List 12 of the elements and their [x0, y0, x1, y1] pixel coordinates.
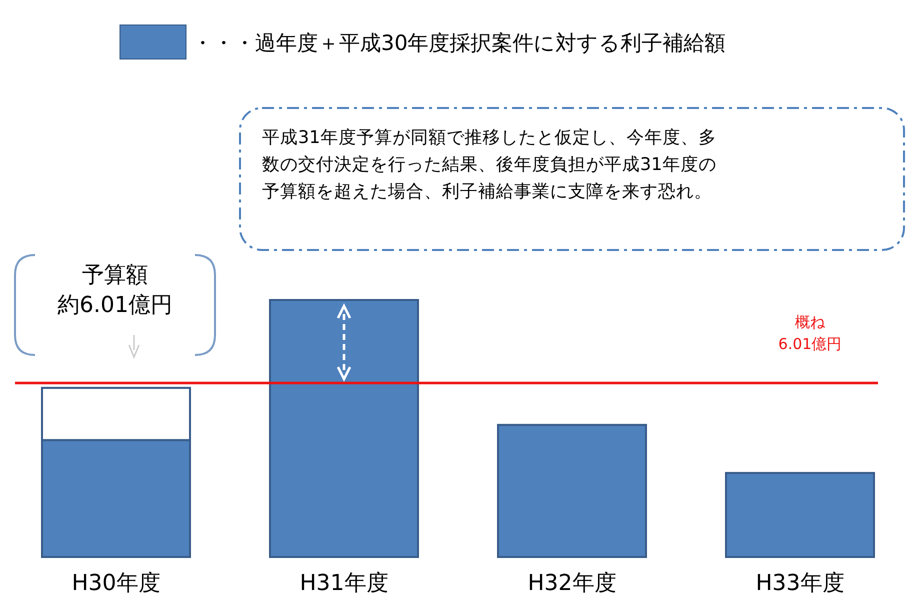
bar — [269, 299, 419, 558]
x-tick-label: H32年度 — [528, 571, 616, 596]
annotation: 約6.01億円 — [58, 293, 172, 318]
x-tick-label: H33年度 — [756, 571, 844, 596]
bar — [497, 424, 647, 558]
text: 予算額 — [82, 263, 148, 288]
bar — [725, 472, 875, 558]
ref-line-label: 概ね 6.01億円 — [778, 313, 842, 354]
text: 平成31年度予算が同額で推移したと仮定し、今年度、多数の交付決定を行った結果、後年度負担が平成31年度の予算額を超えた場合、利子補給事業に支障を来す恐れ。 — [262, 127, 718, 204]
legend-label: ・・・過年度＋平成30年度採択案件に対する利子補給額 — [192, 31, 726, 55]
x-tick-label: H31年度 — [300, 571, 388, 596]
x-tick-label: H30年度 — [72, 571, 160, 596]
